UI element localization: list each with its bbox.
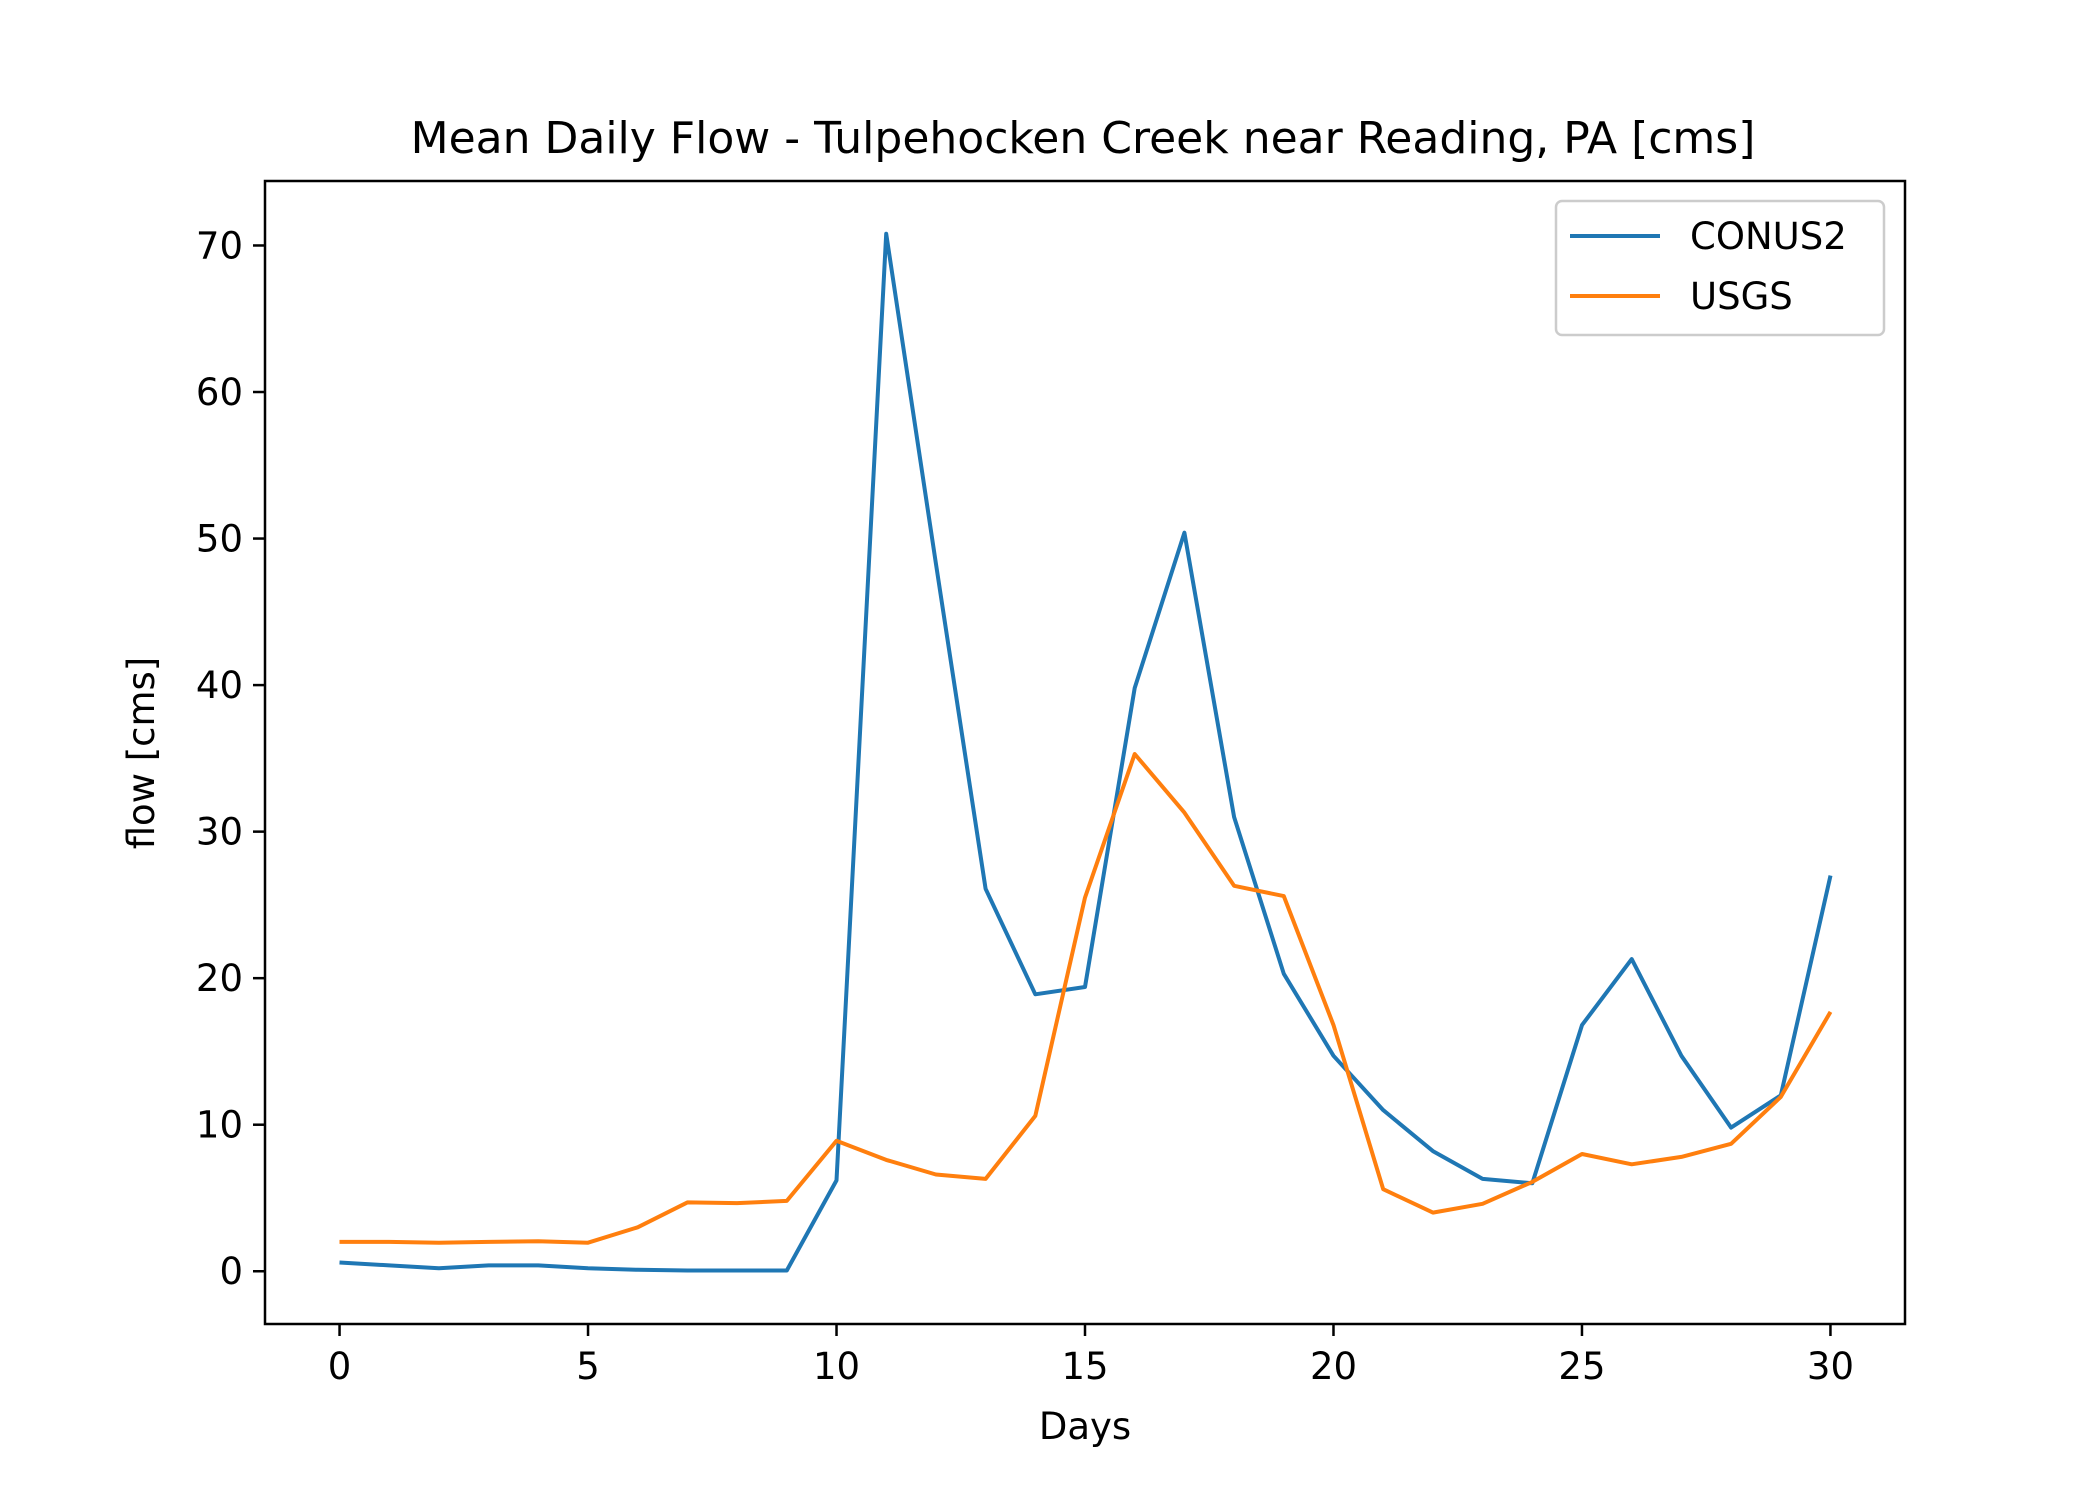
x-tick-label: 15	[1061, 1345, 1108, 1388]
x-axis-label: Days	[1039, 1405, 1131, 1448]
x-tick-label: 0	[328, 1345, 352, 1388]
y-axis-label: flow [cms]	[120, 657, 163, 850]
legend-label-conus2: CONUS2	[1690, 215, 1847, 258]
series-line-usgs	[339, 752, 1833, 1245]
x-tick-label: 20	[1310, 1345, 1357, 1388]
y-tick-label: 0	[219, 1250, 243, 1293]
plot-series	[339, 231, 1833, 1273]
x-tick-label: 30	[1807, 1345, 1854, 1388]
legend: CONUS2 USGS	[1554, 199, 1886, 337]
x-axis: 0 5 10 15 20 25 30	[328, 1324, 1854, 1388]
y-tick-label: 20	[196, 957, 243, 1000]
y-tick-label: 60	[196, 371, 243, 414]
y-tick-label: 40	[196, 664, 243, 707]
x-tick-label: 5	[576, 1345, 600, 1388]
chart-title: Mean Daily Flow - Tulpehocken Creek near…	[411, 113, 1756, 164]
y-tick-label: 30	[196, 811, 243, 854]
x-tick-label: 25	[1558, 1345, 1605, 1388]
y-tick-label: 10	[196, 1104, 243, 1147]
x-tick-label: 10	[813, 1345, 860, 1388]
series-line-conus2	[339, 231, 1833, 1273]
legend-label-usgs: USGS	[1690, 275, 1793, 318]
plot-area-frame	[263, 179, 1907, 1326]
y-tick-label: 50	[196, 518, 243, 561]
y-tick-label: 70	[196, 224, 243, 267]
y-axis: 0 10 20 30 40 50 60 70	[196, 224, 265, 1293]
